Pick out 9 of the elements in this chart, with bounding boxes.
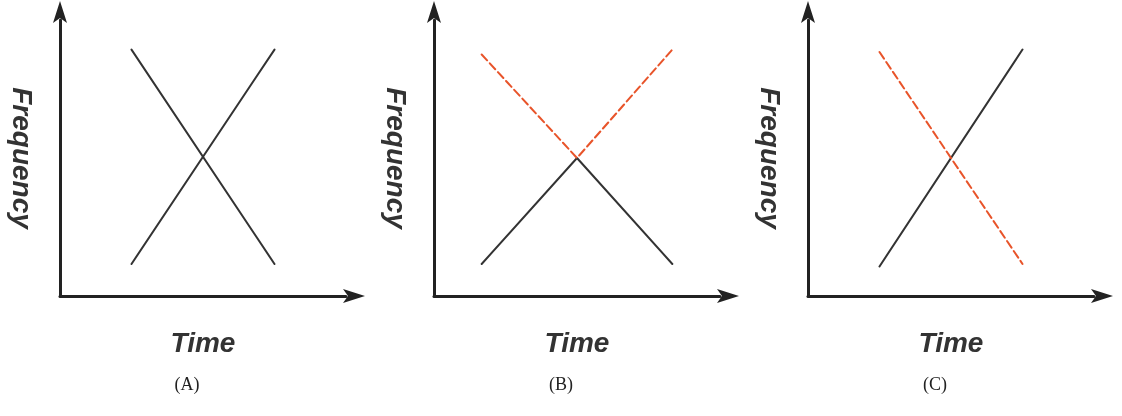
y-axis-title: Frequency: [6, 87, 38, 231]
y-axis-title: Frequency: [380, 87, 412, 231]
text: (B): [549, 374, 573, 395]
text: (C): [923, 374, 947, 395]
text: (A): [174, 374, 200, 395]
y-axis-title: Frequency: [754, 87, 786, 231]
x-axis-title: Time: [170, 326, 236, 358]
x-axis-title: Time: [918, 326, 984, 358]
x-axis-title: Time: [544, 326, 610, 358]
